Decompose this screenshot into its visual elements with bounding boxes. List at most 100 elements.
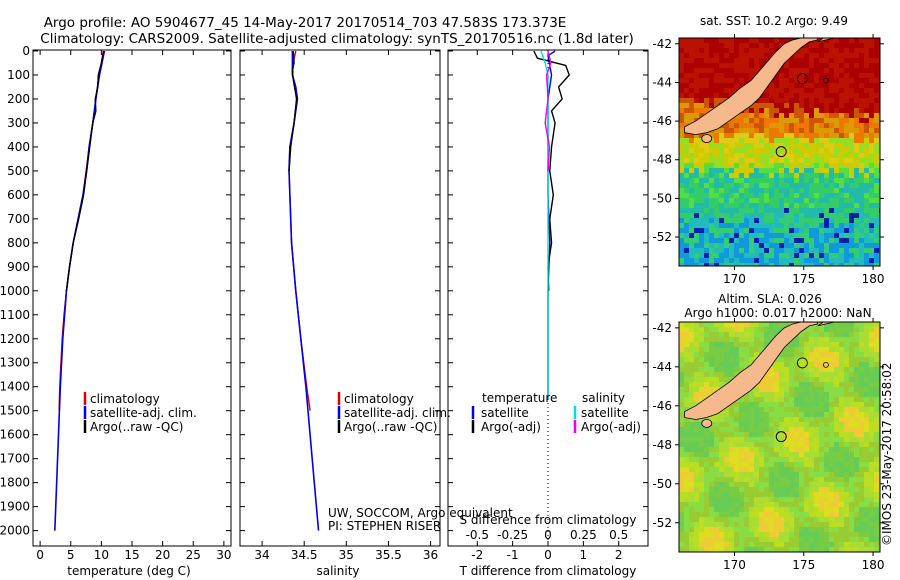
map-cell <box>729 218 735 224</box>
map-cell <box>864 178 870 184</box>
map-cell <box>679 83 685 89</box>
map-cell <box>729 228 735 234</box>
map-cell <box>699 507 705 513</box>
x-tick-label: 34 <box>254 548 269 562</box>
map-cell <box>774 487 780 493</box>
map-cell <box>719 208 725 214</box>
map-cell <box>709 38 715 44</box>
map-cell <box>834 497 840 503</box>
map-cell <box>829 233 835 239</box>
map-cell <box>714 58 720 64</box>
map-cell <box>824 178 830 184</box>
map-cell <box>804 437 810 443</box>
map-cell <box>699 183 705 189</box>
map-cell <box>799 387 805 393</box>
map-cell <box>699 527 705 533</box>
map-cell <box>859 208 865 214</box>
map-cell <box>824 258 830 264</box>
map-cell <box>869 512 875 518</box>
map-cell <box>804 223 810 229</box>
map-cell <box>864 472 870 478</box>
map-cell <box>864 253 870 259</box>
map-cell <box>789 547 795 552</box>
map-cell <box>864 233 870 239</box>
map-cell <box>689 397 695 403</box>
map-cell <box>679 263 685 266</box>
map-cell <box>804 547 810 552</box>
map-cell <box>814 263 820 266</box>
map-cell <box>694 218 700 224</box>
map-cell <box>839 138 845 144</box>
map-cell <box>779 223 785 229</box>
map-cell <box>859 263 865 266</box>
map-cell <box>739 213 745 219</box>
map-cell <box>839 527 845 533</box>
map-cell <box>809 517 815 523</box>
map-cell <box>839 208 845 214</box>
map-cell <box>824 457 830 463</box>
map-cell <box>749 153 755 159</box>
map-cell <box>709 372 715 378</box>
map-cell <box>684 163 690 169</box>
map-cell <box>829 532 835 538</box>
map-cell <box>799 193 805 199</box>
map-cell <box>839 143 845 149</box>
map-cell <box>704 48 710 54</box>
map-cell <box>729 153 735 159</box>
map-cell <box>754 407 760 413</box>
map-cell <box>834 248 840 254</box>
map-cell <box>854 442 860 448</box>
map-cell <box>759 203 765 209</box>
map-cell <box>724 532 730 538</box>
map-cell <box>849 163 855 169</box>
map-cell <box>849 397 855 403</box>
map-cell <box>729 447 735 453</box>
map-cell <box>769 203 775 209</box>
map-cell <box>769 183 775 189</box>
map-cell <box>724 522 730 528</box>
map-cell <box>769 462 775 468</box>
map-cell <box>834 93 840 99</box>
map-cell <box>819 512 825 518</box>
map-cell <box>734 238 740 244</box>
map-cell <box>819 447 825 453</box>
map-cell <box>829 123 835 129</box>
map-cell <box>694 198 700 204</box>
map-cell <box>699 502 705 508</box>
map-cell <box>849 53 855 59</box>
map-cell <box>819 208 825 214</box>
map-cell <box>859 407 865 413</box>
map-cell <box>699 377 705 383</box>
map-cell <box>724 462 730 468</box>
map-cell <box>864 258 870 264</box>
map-cell <box>859 347 865 353</box>
map-cell <box>754 213 760 219</box>
map-cell <box>844 83 850 89</box>
map-cell <box>764 457 770 463</box>
map-cell <box>734 467 740 473</box>
credit-line2: PI: STEPHEN RISER <box>328 519 441 533</box>
map-cell <box>819 253 825 259</box>
map-cell <box>829 128 835 134</box>
map-cell <box>864 507 870 513</box>
map-cell <box>839 48 845 54</box>
map-cell <box>689 487 695 493</box>
map-cell <box>814 322 820 328</box>
map-cell <box>839 467 845 473</box>
map-cell <box>709 218 715 224</box>
map-cell <box>744 183 750 189</box>
map-cell <box>814 128 820 134</box>
map-cell <box>794 517 800 523</box>
map-cell <box>809 362 815 368</box>
map-cell <box>874 48 880 54</box>
map-cell <box>819 407 825 413</box>
map-cell <box>714 88 720 94</box>
map-cell <box>739 427 745 433</box>
map-cell <box>709 507 715 513</box>
map-cell <box>709 203 715 209</box>
map-cell <box>829 148 835 154</box>
map-cell <box>809 183 815 189</box>
map-cell <box>789 198 795 204</box>
map-cell <box>774 427 780 433</box>
legend-header-salinity: salinity <box>582 391 625 405</box>
